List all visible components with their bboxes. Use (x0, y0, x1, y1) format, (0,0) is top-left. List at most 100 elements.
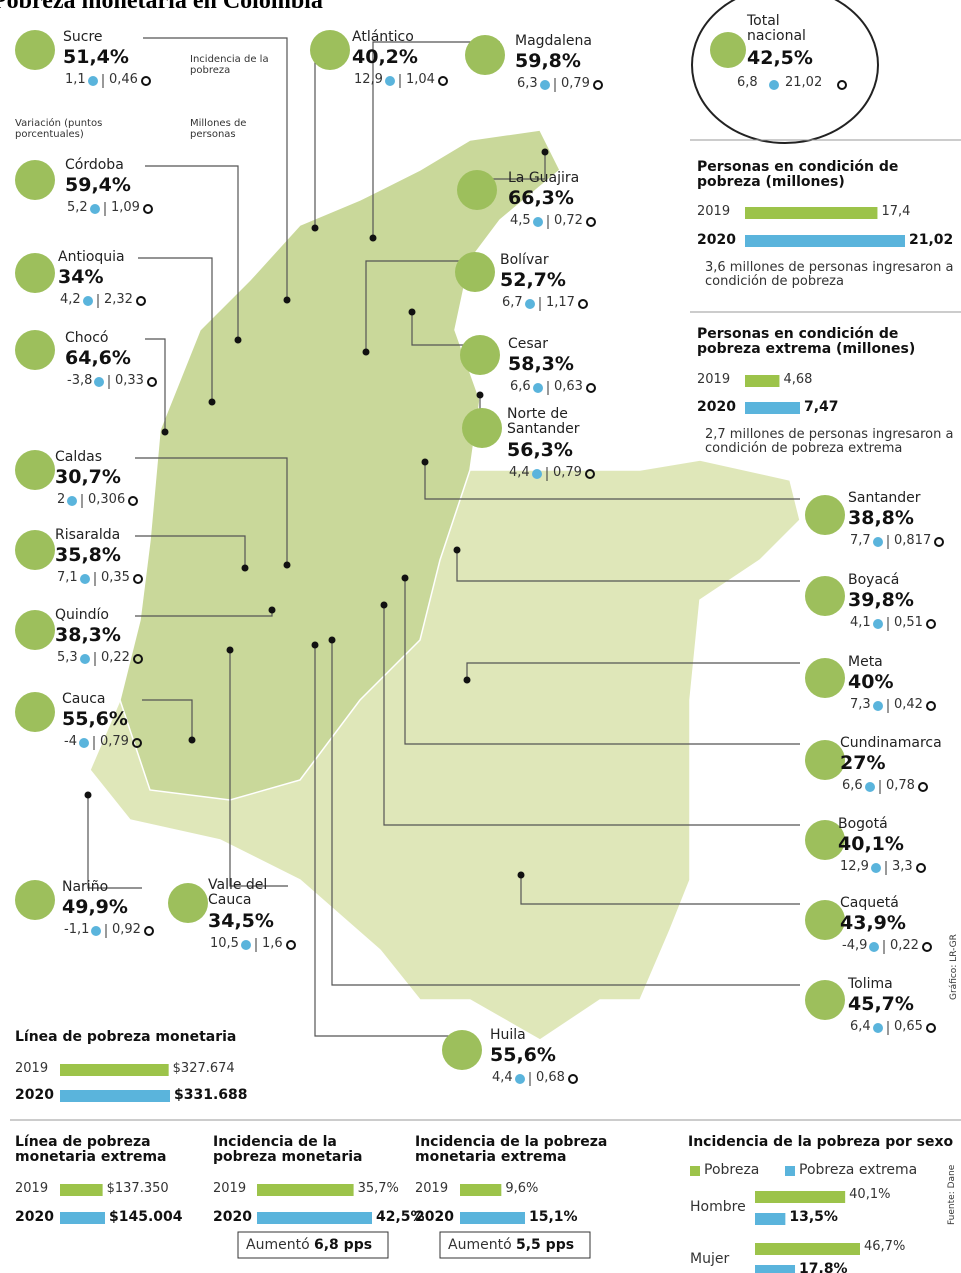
blue-dot (873, 619, 883, 629)
department-variation: 6,6 (842, 778, 863, 793)
row-year: 2019 (15, 1181, 49, 1196)
department-name: Boyacá (848, 572, 900, 588)
department-pct: 55,6% (62, 708, 128, 730)
department-name: Cesar (508, 336, 549, 352)
department-name: Valle del Cauca (208, 877, 268, 909)
national-ring (691, 0, 879, 144)
department-variation: 12,9 (354, 72, 383, 87)
department-variation: 4,1 (850, 615, 871, 630)
department-pct: 49,9% (62, 896, 128, 918)
department-circle (457, 170, 497, 210)
department-circle (15, 30, 55, 70)
department-name: Atlántico (352, 29, 414, 45)
department-persons: 0,68 (536, 1070, 565, 1085)
blue-dot (873, 537, 883, 547)
boost-box (237, 1231, 389, 1259)
blue-dot (540, 80, 550, 90)
department-circle (805, 820, 845, 860)
ring-dot (144, 926, 154, 936)
department-variation: 6,3 (517, 76, 538, 91)
department-persons: 0,35 (101, 570, 130, 585)
department-circle (15, 330, 55, 370)
bar-label: 4,68 (783, 372, 813, 387)
leader-line (493, 152, 546, 180)
ring-dot (837, 80, 847, 90)
ring-dot (934, 537, 944, 547)
department-pct: 51,4% (63, 46, 129, 68)
department-circle (462, 408, 502, 448)
department-circle (15, 692, 55, 732)
panel-title: Línea de pobreza monetaria (15, 1029, 237, 1045)
department-name: Caldas (55, 449, 103, 465)
bar-label: 42,5% (376, 1209, 425, 1225)
department-persons: 0,78 (886, 778, 915, 793)
department-variation: 5,2 (67, 200, 88, 215)
national-pct: 42,5% (747, 47, 813, 69)
department-variation: -4,9 (842, 938, 868, 953)
leader-line (365, 260, 485, 352)
department-pct: 55,6% (490, 1044, 556, 1066)
blue-dot (533, 383, 543, 393)
blue-dot (385, 76, 395, 86)
department-pct: 66,3% (508, 187, 574, 209)
department-name: Magdalena (515, 33, 592, 49)
ring-dot (147, 377, 157, 387)
department-circle (15, 610, 55, 650)
department-persons: 0,33 (115, 373, 144, 388)
blue-dot (80, 574, 90, 584)
bar-label: 7,47 (804, 399, 839, 415)
blue-dot (515, 1074, 525, 1084)
leader-line (404, 578, 800, 745)
boost-box (439, 1231, 591, 1259)
boost-amount: 6,8 pps (314, 1237, 373, 1253)
department-pct: 40,2% (352, 46, 418, 68)
department-persons: 0,42 (894, 697, 923, 712)
leader-line (87, 795, 142, 889)
ring-dot (132, 738, 142, 748)
department-name: Bogotá (838, 816, 888, 832)
bar (755, 1213, 786, 1225)
department-variation: 4,5 (510, 213, 531, 228)
ring-dot (133, 654, 143, 664)
department-name: La Guajira (508, 170, 580, 186)
department-name: Antioquia (58, 249, 125, 265)
department-persons: 2,32 (104, 292, 133, 307)
bar-label: 17,4 (881, 204, 911, 219)
row-year: 2019 (15, 1061, 49, 1076)
ring-dot (578, 299, 588, 309)
department-name: Caquetá (840, 895, 899, 911)
target-dot (311, 641, 319, 649)
leader-line (466, 662, 800, 680)
department-pct: 39,8% (848, 589, 914, 611)
legend-swatch (785, 1166, 795, 1176)
bar (745, 402, 800, 414)
department-circle (15, 160, 55, 200)
leader-line (372, 41, 500, 238)
department-variation: -1,1 (64, 922, 90, 937)
department-name: Norte de Santander (507, 406, 580, 438)
department-circle (805, 576, 845, 616)
department-persons: 1,04 (406, 72, 435, 87)
ring-dot (143, 204, 153, 214)
department-variation: 6,4 (850, 1019, 871, 1034)
department-pct: 40,1% (838, 833, 904, 855)
department-name: Cundinamarca (840, 735, 942, 751)
target-dot (283, 561, 291, 569)
target-dot (463, 676, 471, 684)
blue-dot (91, 926, 101, 936)
legend-variation: Variación (puntos porcentuales) (15, 118, 103, 140)
department-name: Risaralda (55, 527, 121, 543)
blue-dot (79, 738, 89, 748)
blue-dot (83, 296, 93, 306)
ring-dot (926, 1023, 936, 1033)
target-dot (84, 791, 92, 799)
leader-line (135, 535, 246, 568)
blue-dot (873, 1023, 883, 1033)
department-circle (805, 495, 845, 535)
ring-dot (128, 496, 138, 506)
department-pct: 38,3% (55, 624, 121, 646)
leader-line (142, 699, 193, 740)
department-pct: 45,7% (848, 993, 914, 1015)
department-circle (805, 900, 845, 940)
department-persons: 0,79 (100, 734, 129, 749)
